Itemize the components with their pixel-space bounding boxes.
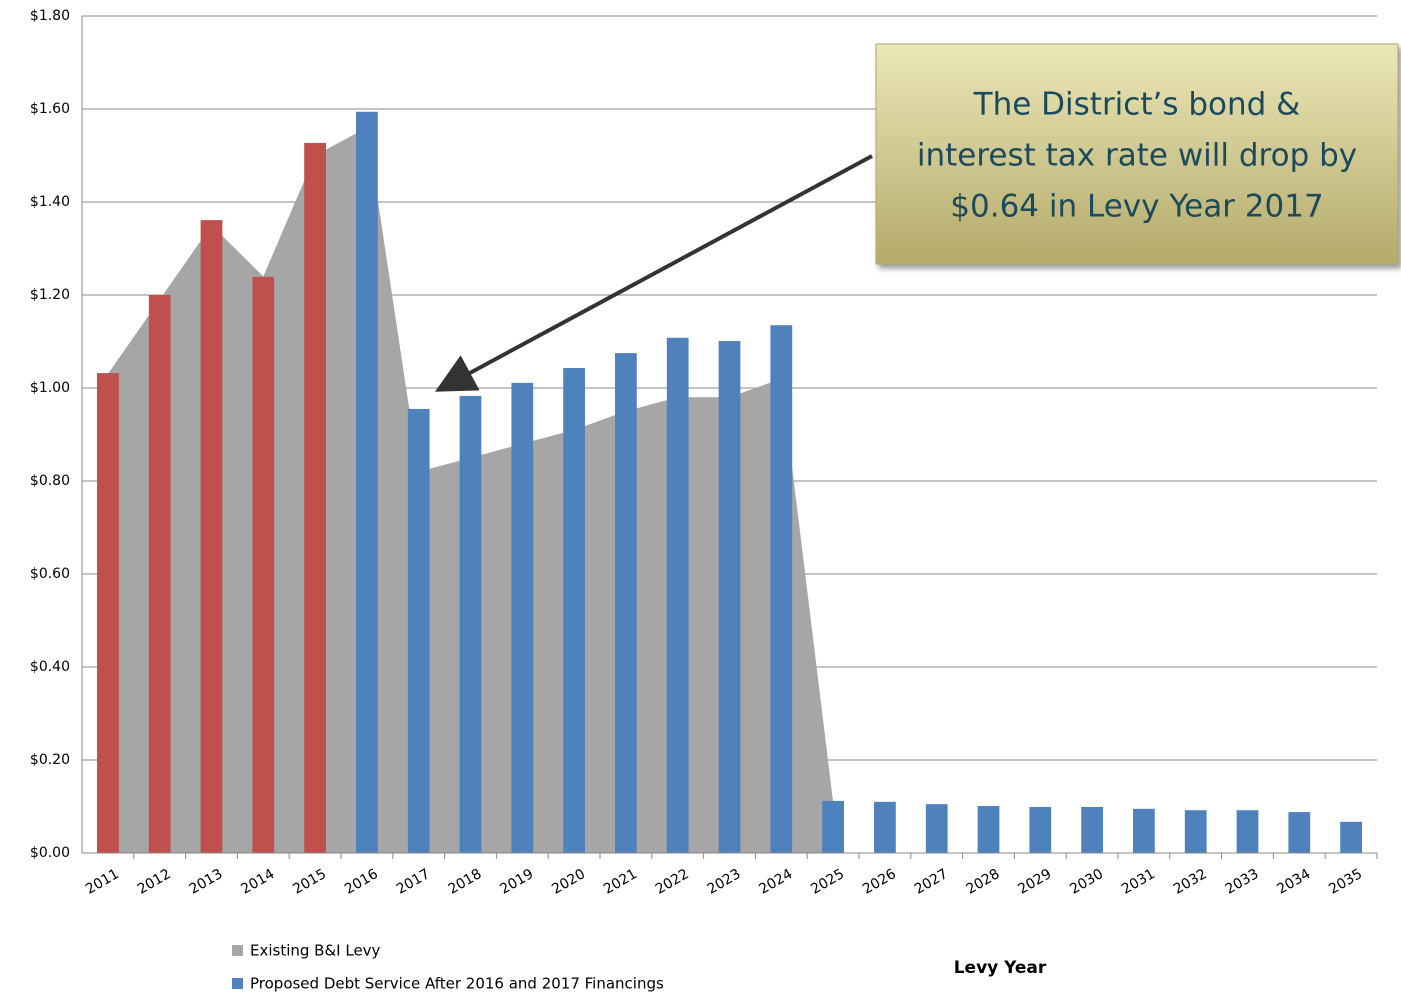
y-tick-label: $1.40 <box>30 194 70 210</box>
x-tick-label: 2033 <box>1223 866 1262 898</box>
bar <box>563 368 585 853</box>
x-tick-label: 2032 <box>1171 866 1210 898</box>
bar <box>1236 810 1259 853</box>
bar <box>615 353 637 853</box>
bar <box>511 382 534 853</box>
x-tick-label: 2030 <box>1067 866 1106 898</box>
bar <box>148 295 171 853</box>
bar <box>666 337 689 853</box>
x-tick-label: 2028 <box>964 866 1003 898</box>
x-tick-label: 2026 <box>860 866 899 898</box>
y-tick-label: $1.80 <box>30 8 70 24</box>
bar <box>925 804 948 853</box>
bar <box>1133 808 1155 853</box>
x-axis-label: Levy Year <box>954 958 1047 978</box>
bar <box>1340 821 1362 853</box>
annotation: $0.64 in Levy Year 2017 <box>950 189 1323 225</box>
bar <box>97 373 119 853</box>
bar <box>1081 806 1103 853</box>
x-tick-label: 2035 <box>1326 866 1365 898</box>
bar <box>304 142 326 853</box>
x-tick-label: 2024 <box>756 866 795 898</box>
x-tick-label: 2019 <box>497 866 536 898</box>
x-tick-label: 2012 <box>135 866 174 898</box>
x-tick-label: 2022 <box>653 866 692 898</box>
x-tick-label: 2017 <box>394 866 433 898</box>
legend-swatch <box>232 978 243 989</box>
x-tick-label: 2016 <box>342 866 381 898</box>
x-tick-label: 2025 <box>808 866 847 898</box>
bar <box>874 801 896 853</box>
bar <box>200 220 223 853</box>
bar <box>252 276 275 853</box>
y-tick-label: $0.40 <box>30 659 70 675</box>
y-tick-label: $1.20 <box>30 287 70 303</box>
annotation: interest tax rate will drop by <box>917 138 1357 174</box>
y-tick-label: $0.80 <box>30 473 70 489</box>
y-tick-label: $0.20 <box>30 752 70 768</box>
annotation-arrow <box>434 154 873 392</box>
x-tick-label: 2014 <box>238 866 277 898</box>
bar <box>1288 812 1311 853</box>
legend-swatch <box>232 945 243 956</box>
x-tick-label: 2020 <box>549 866 588 898</box>
x-tick-label: 2013 <box>187 866 226 898</box>
y-tick-label: $0.00 <box>30 845 70 861</box>
bar <box>407 408 430 853</box>
legend-label: Existing B&I Levy <box>250 942 381 960</box>
x-tick-label: 2021 <box>601 866 640 898</box>
y-tick-label: $0.60 <box>30 566 70 582</box>
bar <box>822 800 844 853</box>
y-tick-label: $1.60 <box>30 101 70 117</box>
bar <box>770 325 793 854</box>
annotation: The District’s bond & <box>973 87 1301 123</box>
x-tick-label: 2023 <box>705 866 744 898</box>
y-tick-label: $1.00 <box>30 380 70 396</box>
legend-label: Proposed Debt Service After 2016 and 201… <box>250 975 664 993</box>
bar <box>356 111 378 854</box>
x-tick-label: 2031 <box>1119 866 1158 898</box>
x-tick-label: 2027 <box>912 866 951 898</box>
x-tick-label: 2029 <box>1015 866 1054 898</box>
bar <box>459 395 482 853</box>
x-tick-label: 2034 <box>1274 866 1313 898</box>
bar <box>977 806 1000 853</box>
bar <box>1029 806 1052 853</box>
annotation-box <box>875 43 1399 265</box>
x-tick-label: 2018 <box>446 866 485 898</box>
bar <box>1184 810 1207 853</box>
x-tick-label: 2015 <box>290 866 329 898</box>
x-tick-label: 2011 <box>83 866 122 898</box>
bar <box>718 341 741 853</box>
